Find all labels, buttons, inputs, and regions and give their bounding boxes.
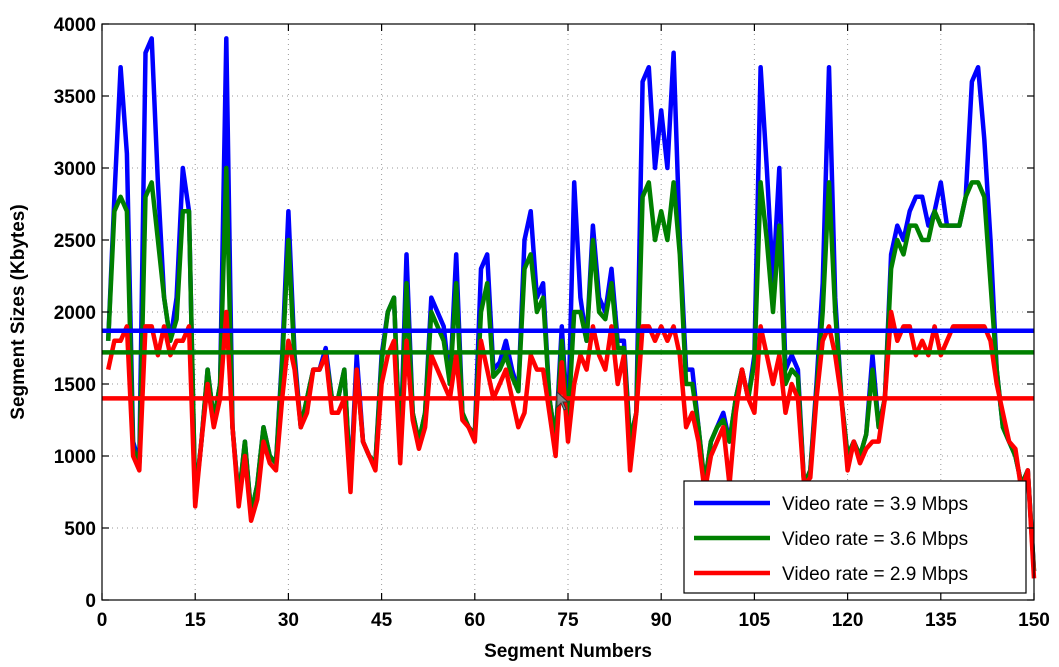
- axis-ticks: 0 15 30 45 60 75 90 105 120 135 150050010001500200…: [54, 15, 1050, 631]
- x-tick-label: 60: [464, 610, 485, 631]
- x-tick-label: 30: [278, 610, 299, 631]
- series-lines: [105, 36, 1037, 579]
- x-tick-label: 15: [185, 610, 207, 631]
- grid: [102, 24, 1034, 600]
- y-tick-label: 4000: [54, 15, 96, 36]
- y-axis-label: Segment Sizes (Kbytes): [8, 204, 29, 419]
- x-tick-label: 150: [1018, 610, 1050, 631]
- x-tick-label: 45: [371, 610, 393, 631]
- average-lines: [102, 328, 1034, 401]
- y-tick-label: 2000: [54, 303, 96, 324]
- legend-label: Video rate = 3.6 Mbps: [782, 529, 968, 550]
- x-tick-label: 90: [651, 610, 672, 631]
- y-tick-label: 0: [85, 591, 96, 612]
- x-tick-label: 135: [925, 610, 957, 631]
- y-tick-label: 3500: [54, 87, 96, 108]
- y-tick-label: 2500: [54, 231, 96, 252]
- legend-label: Video rate = 2.9 Mbps: [782, 564, 968, 585]
- legend: Video rate = 3.9 Mbps Video rate = 3.6 Mb…: [683, 480, 1027, 594]
- mouse-cursor-icon: [556, 390, 570, 411]
- x-tick-label: 0: [97, 610, 108, 631]
- series-line: [106, 309, 1037, 579]
- x-axis-label: Segment Numbers: [484, 641, 652, 662]
- y-tick-label: 500: [64, 519, 96, 540]
- x-tick-label: 75: [557, 610, 579, 631]
- x-tick-label: 120: [832, 610, 864, 631]
- legend-label: Video rate = 3.9 Mbps: [782, 494, 968, 515]
- y-tick-label: 1500: [54, 375, 96, 396]
- y-tick-label: 1000: [54, 447, 96, 468]
- x-tick-label: 105: [739, 610, 771, 631]
- y-tick-label: 3000: [54, 159, 96, 180]
